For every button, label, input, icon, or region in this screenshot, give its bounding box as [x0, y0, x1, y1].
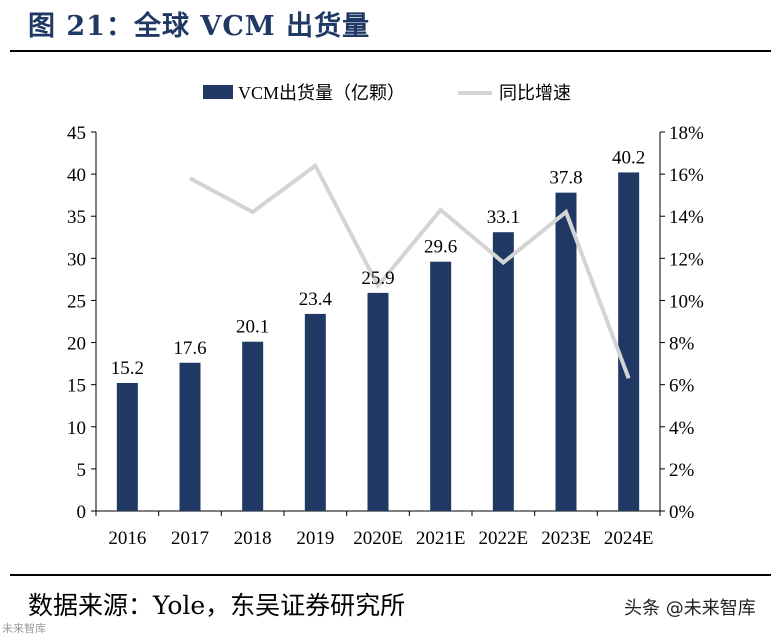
y-left-tick-label: 5: [77, 460, 87, 481]
x-tick-label: 2019: [296, 528, 334, 549]
y-right-tick-label: 2%: [669, 460, 695, 481]
watermark-left: 未来智库: [2, 622, 46, 635]
y-left-tick-label: 10: [67, 418, 86, 439]
x-tick-label: 2021E: [416, 528, 466, 549]
bar-vcm-shipment: [618, 172, 640, 511]
x-tick-label: 2017: [171, 528, 209, 549]
bar-data-label: 17.6: [173, 338, 206, 359]
watermark: 头条 @未来智库: [624, 598, 756, 619]
y-left-tick-label: 45: [67, 123, 86, 144]
bar-data-label: 33.1: [487, 207, 520, 228]
y-left-tick-label: 30: [67, 249, 86, 270]
y-left-tick-label: 40: [67, 165, 86, 186]
y-right-tick-label: 8%: [669, 334, 695, 355]
bar-vcm-shipment: [304, 313, 326, 511]
x-tick-label: 2018: [234, 528, 272, 549]
top-rule: [10, 50, 771, 52]
y-right-tick-label: 12%: [669, 249, 704, 270]
vcm-shipment-chart: VCM出货量（亿颗） 同比增速 0 0% 5 2% 10 4% 15 6% 20 8% 25 10% 3…: [67, 83, 704, 549]
bar-data-label: 23.4: [299, 289, 333, 310]
bottom-rule: [10, 574, 771, 576]
bar-vcm-shipment: [430, 261, 452, 511]
y-right-tick-label: 6%: [669, 376, 695, 397]
y-left-tick-label: 20: [67, 334, 86, 355]
y-right-tick-label: 10%: [669, 291, 704, 312]
y-left-tick-label: 25: [67, 291, 86, 312]
bar-data-label: 20.1: [236, 317, 269, 338]
bar-data-label: 15.2: [111, 358, 144, 379]
bar-data-label: 40.2: [612, 147, 645, 168]
bar-vcm-shipment: [555, 192, 577, 511]
x-tick-label: 2022E: [479, 528, 529, 549]
source-note: 数据来源：Yole，东吴证券研究所: [28, 591, 406, 620]
y-left-tick-label: 0: [77, 502, 87, 523]
x-tick-label: 2016: [108, 528, 146, 549]
figure-title: 图 21：全球 VCM 出货量: [28, 11, 371, 42]
x-tick-label: 2020E: [353, 528, 403, 549]
x-tick-label: 2024E: [604, 528, 654, 549]
bar-data-label: 37.8: [549, 168, 582, 189]
y-left-tick-label: 15: [67, 376, 86, 397]
y-right-tick-label: 18%: [669, 123, 704, 144]
y-right-tick-label: 14%: [669, 207, 704, 228]
legend-bar-label: VCM出货量（亿颗）: [238, 83, 405, 103]
growth-rate-line: [189, 162, 631, 380]
bar-vcm-shipment: [492, 232, 514, 512]
y-right-tick-label: 0%: [669, 502, 695, 523]
bar-data-label: 29.6: [424, 237, 457, 258]
y-left-tick-label: 35: [67, 207, 86, 228]
bar-vcm-shipment: [242, 341, 264, 511]
legend-line-label: 同比增速: [499, 83, 571, 103]
y-right-tick-label: 16%: [669, 165, 704, 186]
chart-legend: VCM出货量（亿颗） 同比增速: [203, 83, 571, 103]
x-tick-label: 2023E: [541, 528, 591, 549]
bar-vcm-shipment: [367, 292, 389, 511]
bar-data-label: 25.9: [361, 268, 394, 289]
y-right-tick-label: 4%: [669, 418, 695, 439]
legend-bar-swatch: [203, 85, 233, 99]
bar-vcm-shipment: [179, 362, 201, 511]
bar-vcm-shipment: [116, 382, 138, 511]
